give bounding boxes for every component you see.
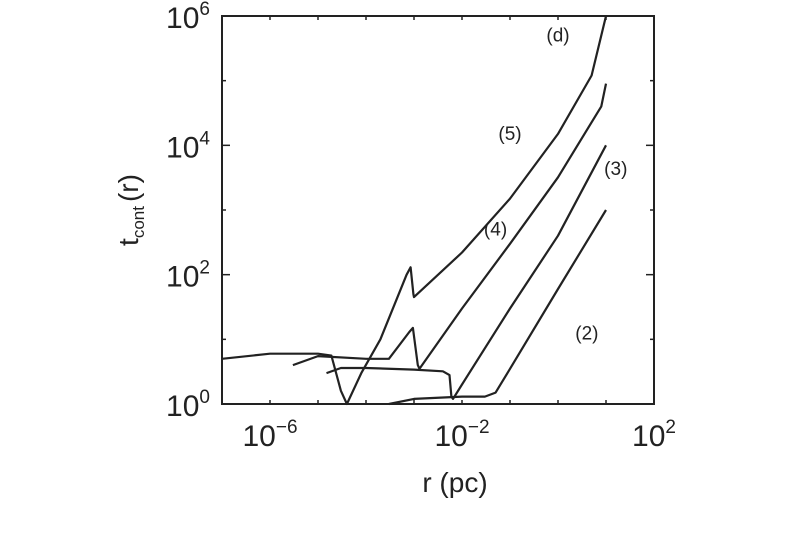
curve-label: (d) bbox=[546, 26, 569, 47]
curve-label: (4) bbox=[484, 220, 507, 241]
y-axis-label-tail: (r) bbox=[113, 174, 144, 202]
series-line-5 bbox=[292, 83, 608, 370]
axis-ticks bbox=[221, 15, 655, 405]
y-tick-label: 102 bbox=[166, 258, 210, 294]
plot-frame bbox=[221, 15, 655, 405]
y-tick-labels: 100 102 104 106 bbox=[166, 0, 210, 423]
curve-label: (5) bbox=[498, 124, 521, 145]
y-tick-label: 104 bbox=[166, 128, 210, 164]
x-axis-label: r (pc) bbox=[422, 467, 487, 498]
curve-label: (2) bbox=[575, 323, 598, 344]
series-line-3 bbox=[388, 209, 607, 406]
y-tick-label: 106 bbox=[166, 0, 210, 35]
curve-labels: (d) (5) (4) (3) (2) bbox=[484, 26, 627, 345]
series-line-4 bbox=[326, 144, 607, 400]
series-lines bbox=[221, 15, 608, 406]
curve-label: (3) bbox=[604, 159, 627, 180]
x-tick-label: 10−2 bbox=[434, 417, 489, 453]
y-axis-label: tcont (r) bbox=[113, 174, 148, 246]
y-axis-label-main: t bbox=[113, 238, 144, 246]
x-tick-label: 10−6 bbox=[242, 417, 297, 453]
y-tick-label: 100 bbox=[166, 387, 210, 423]
series-line-d bbox=[221, 15, 608, 406]
x-tick-labels: 10−6 10−2 102 bbox=[242, 417, 676, 453]
x-tick-label: 102 bbox=[632, 417, 676, 453]
y-axis-label-sub: cont bbox=[129, 206, 148, 238]
